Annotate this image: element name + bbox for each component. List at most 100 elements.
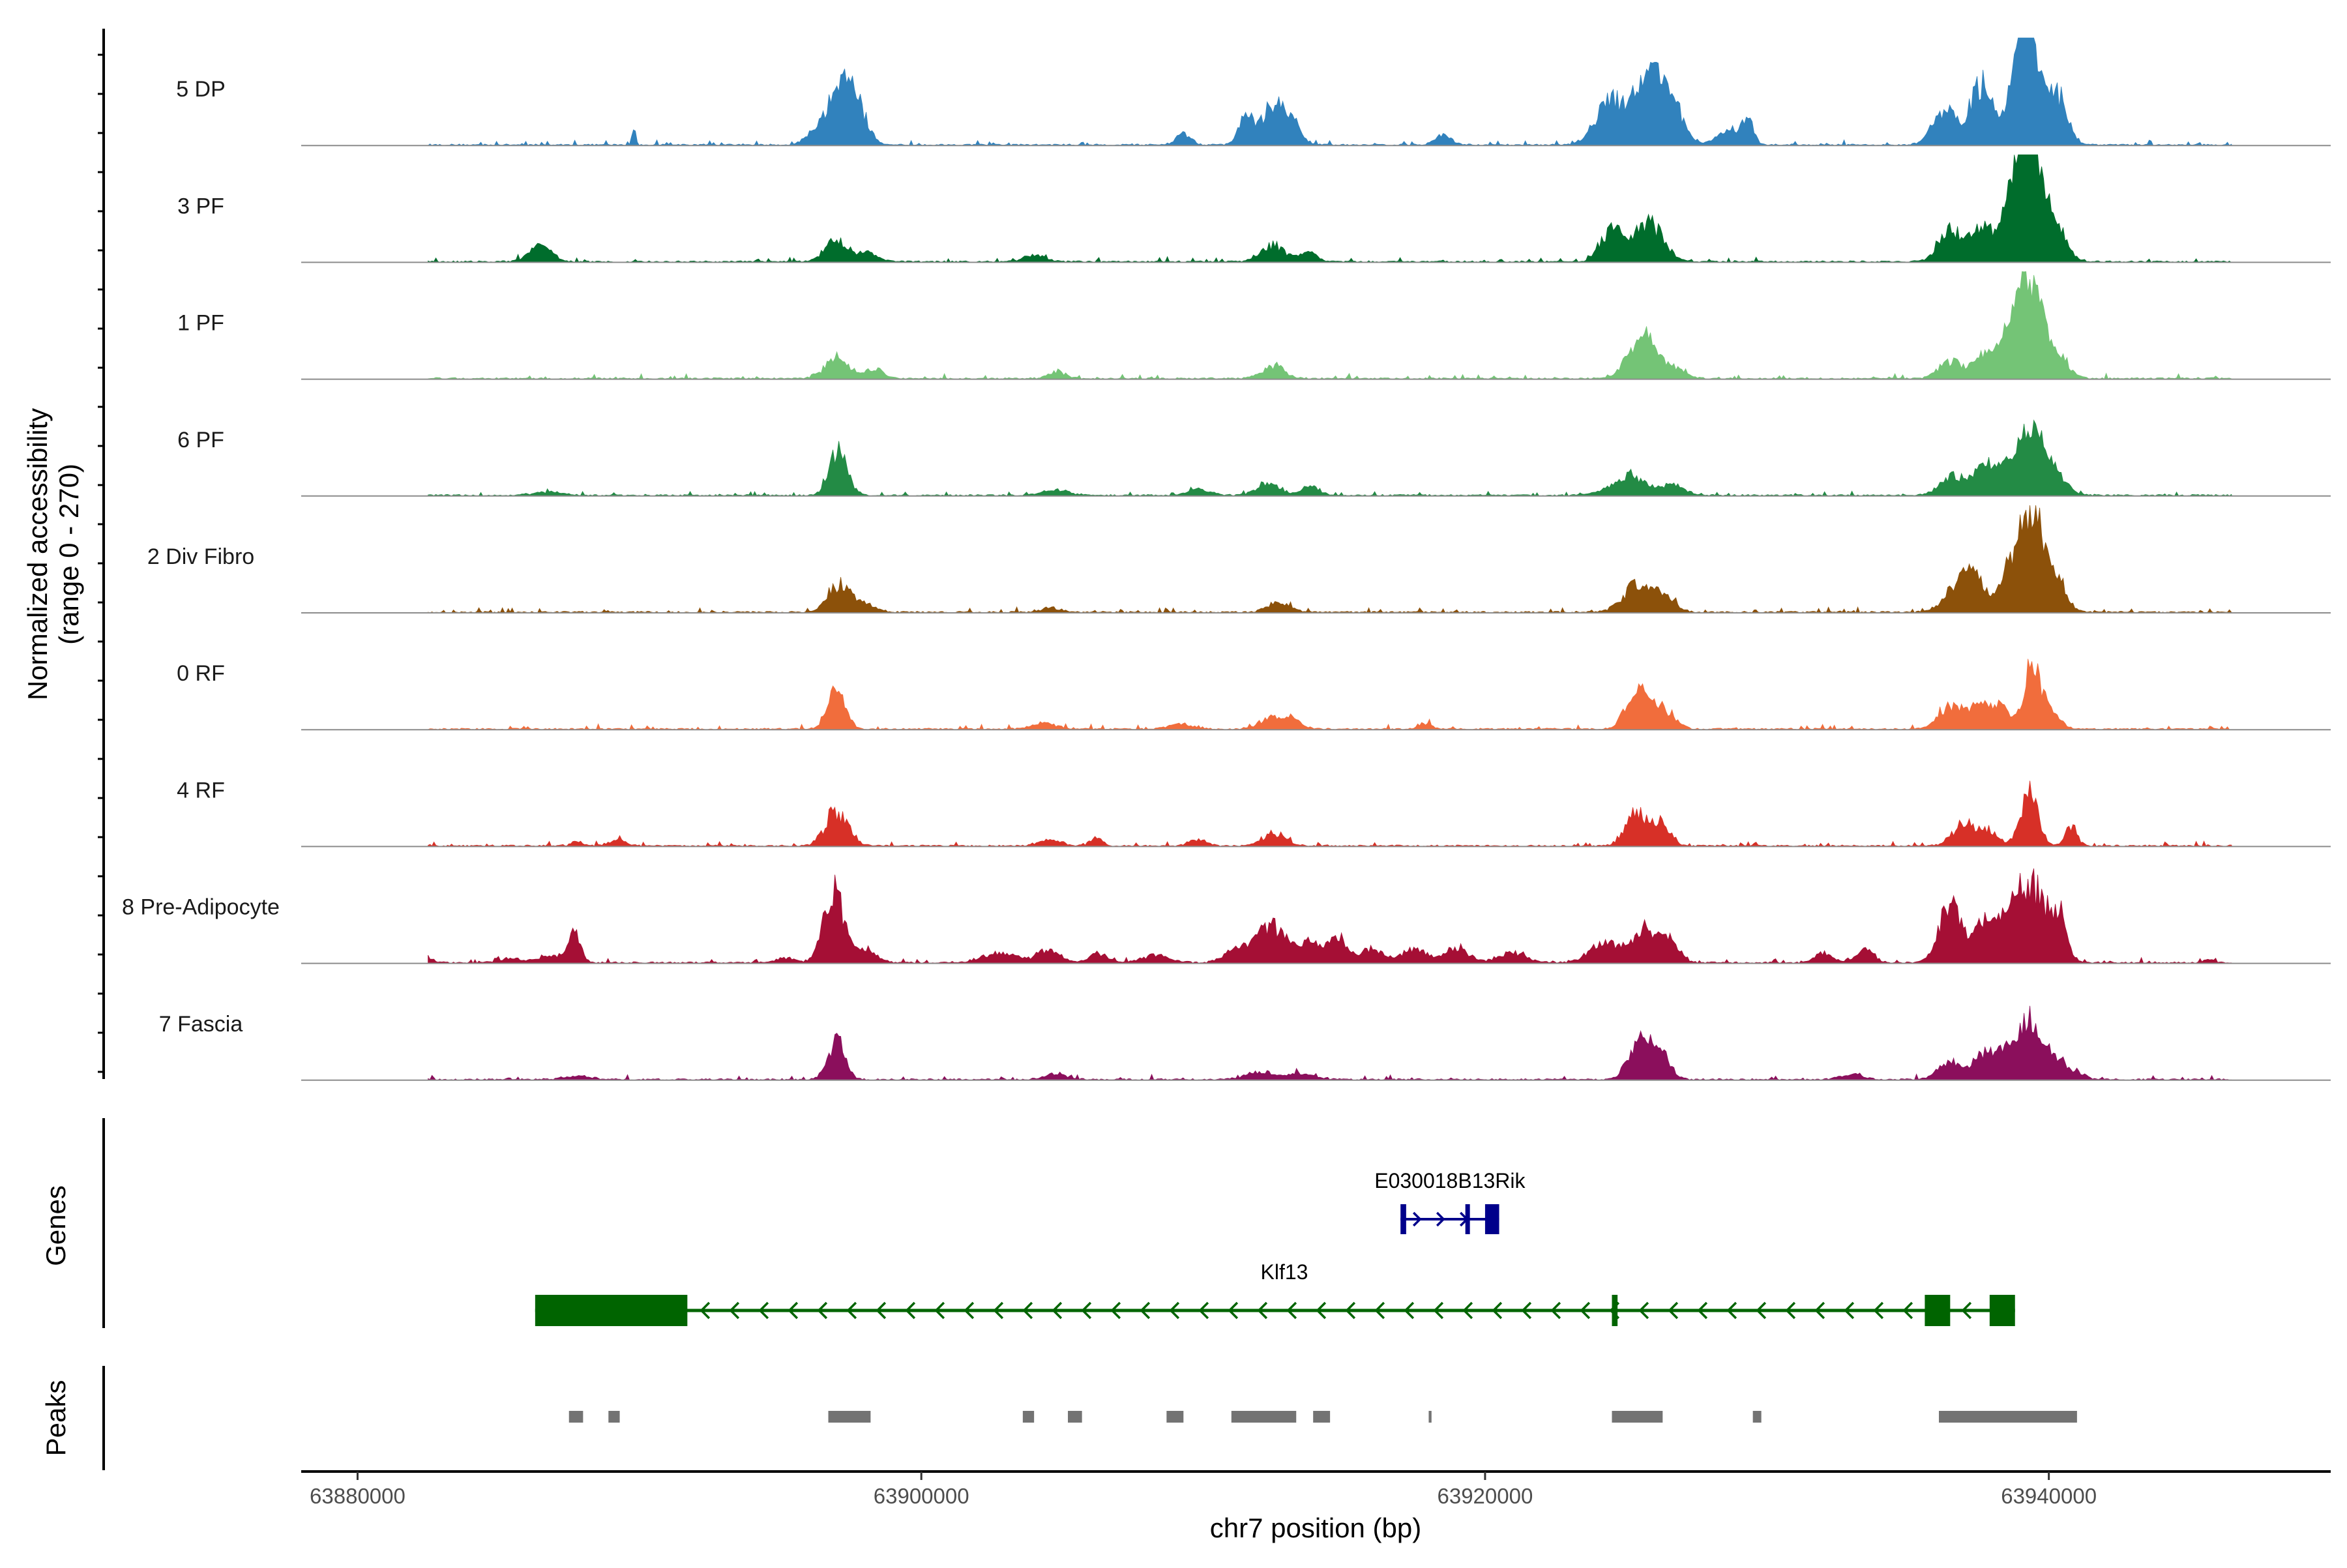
strand-chevron [1404,1301,1415,1320]
strand-chevron [758,1301,769,1320]
track-label: 7 Fascia [159,1012,243,1037]
strand-chevron [1374,1301,1385,1320]
x-tick-label: 63900000 [874,1484,969,1508]
gene-exon [535,1295,688,1326]
coverage-area [428,37,2233,146]
strand-chevron [876,1301,887,1320]
strand-chevron [1521,1301,1532,1320]
gene-exon [1484,1204,1499,1234]
track-label: 1 PF [177,311,224,336]
track-5: 2 Div Fibro [147,505,2331,614]
gene-exon [1612,1295,1618,1326]
strand-chevron [1844,1301,1855,1320]
strand-chevron [1081,1301,1092,1320]
peak-region [1612,1411,1663,1423]
strand-chevron [1580,1301,1591,1320]
x-axis-ticks: 63880000 63900000 63920000 63940000 [310,1472,2097,1508]
strand-chevron [1436,1211,1445,1227]
strand-chevron [1257,1301,1268,1320]
strand-chevron [905,1301,916,1320]
coverage-area [428,780,2233,847]
peak-region [1166,1411,1184,1423]
gene-exon [1465,1204,1470,1234]
coverage-area [428,505,2233,614]
track-label: 0 RF [177,661,225,686]
strand-chevron [1961,1301,1972,1320]
gene-annotations: E030018B13Rik Klf13 [535,1169,2015,1326]
track-label: 5 DP [176,77,226,102]
x-tick-label: 63920000 [1438,1484,1533,1508]
peak-region [1022,1411,1035,1423]
strand-chevron [1726,1301,1737,1320]
track-label: 6 PF [177,428,224,452]
track-2: 3 PF [177,155,2331,263]
strand-chevron [846,1301,857,1320]
strand-chevron [934,1301,945,1320]
gene-label: Klf13 [1261,1260,1308,1284]
genes-panel-title: Genes [40,1185,71,1266]
strand-chevron [1638,1301,1649,1320]
strand-chevron [1228,1301,1239,1320]
x-tick-label: 63880000 [310,1484,406,1508]
coverage-area [428,868,2233,964]
track-1: 5 DP [176,37,2331,147]
strand-chevron [964,1301,975,1320]
strand-chevron [1433,1301,1444,1320]
peak-region [1068,1411,1082,1423]
gene-model: E030018B13Rik [1374,1169,1526,1234]
strand-chevron [1902,1301,1913,1320]
peak-region [1313,1411,1331,1423]
strand-chevron [788,1301,799,1320]
coverage-tracks: 5 DP 3 PF 1 PF 6 PF 2 Div Fibro 0 RF 4 RF 8 Pre… [122,37,2331,1081]
track-label: 4 RF [177,778,225,803]
strand-chevron [993,1301,1004,1320]
strand-chevron [817,1301,828,1320]
strand-chevron [1169,1301,1180,1320]
coverage-area [428,419,2233,497]
track-label: 2 Div Fibro [147,544,254,569]
strand-chevron [1814,1301,1825,1320]
peak-region [1231,1411,1297,1423]
strand-chevron [1756,1301,1767,1320]
peak-regions [568,1411,2077,1423]
gene-exon [1989,1295,2015,1326]
x-axis-title: chr7 position (bp) [1210,1513,1422,1543]
y-axis-title-group: Normalized accessibility (range 0 - 270) [22,408,84,700]
strand-chevron [1550,1301,1561,1320]
track-3: 1 PF [177,271,2331,380]
strand-chevron [1052,1301,1063,1320]
gene-exon [1925,1295,1951,1326]
track-4: 6 PF [177,419,2331,497]
gene-label: E030018B13Rik [1374,1169,1526,1192]
track-8: 8 Pre-Adipocyte [122,868,2331,964]
strand-chevron [1785,1301,1796,1320]
strand-chevron [1412,1211,1422,1227]
y-axis-subtitle: (range 0 - 270) [53,464,84,645]
coverage-area [428,155,2232,263]
coverage-area [428,271,2234,380]
track-7: 4 RF [177,778,2331,848]
peak-region [1939,1411,2077,1423]
strand-chevron [1022,1301,1033,1320]
gene-model: Klf13 [535,1260,2015,1326]
strand-chevron [1492,1301,1503,1320]
strand-chevron [1345,1301,1356,1320]
strand-chevron [1697,1301,1708,1320]
strand-chevron [1316,1301,1327,1320]
strand-chevron [1198,1301,1209,1320]
track-label: 3 PF [177,194,224,218]
strand-chevron [1873,1301,1884,1320]
peak-region [1752,1411,1762,1423]
track-6: 0 RF [177,658,2331,731]
strand-chevron [700,1301,711,1320]
gene-exon [1400,1204,1406,1234]
peaks-panel-title: Peaks [40,1380,71,1457]
peak-region [828,1411,871,1423]
strand-chevron [1140,1301,1151,1320]
peak-region [1428,1411,1432,1423]
peak-region [608,1411,620,1423]
y-axis-title: Normalized accessibility [22,408,53,700]
coverage-area [428,1005,2232,1081]
x-tick-label: 63940000 [2001,1484,2097,1508]
track-9: 7 Fascia [159,1005,2331,1081]
